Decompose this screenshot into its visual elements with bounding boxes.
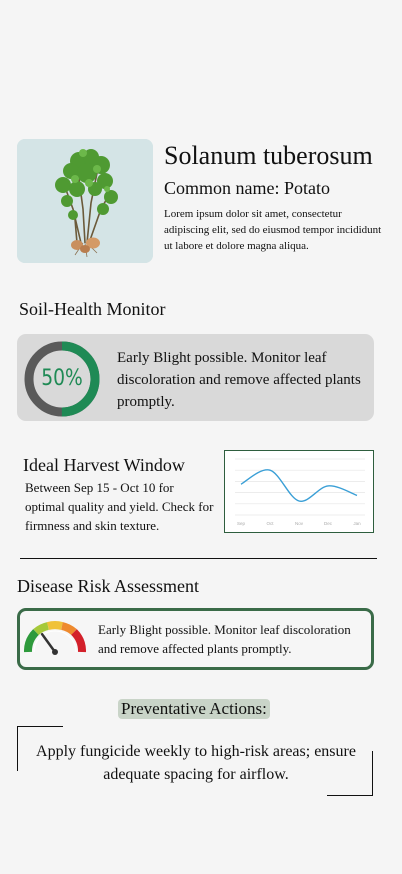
x-tick-label: Oct bbox=[266, 521, 274, 526]
preventative-actions-text: Apply fungicide weekly to high-risk area… bbox=[36, 743, 356, 783]
potato-plant-image bbox=[17, 139, 153, 263]
disease-risk-message: Early Blight possible. Monitor leaf disc… bbox=[98, 622, 351, 656]
harvest-chart-svg: Sep Oct Nov Dec Jan bbox=[235, 458, 365, 526]
bracket-bottom-right bbox=[327, 751, 373, 796]
scientific-name: Solanum tuberosum bbox=[164, 141, 373, 170]
soil-health-card: 50% Early Blight possible. Monitor leaf … bbox=[17, 334, 374, 421]
section-divider bbox=[20, 558, 377, 559]
x-tick-label: Dec bbox=[324, 521, 333, 526]
series-line bbox=[240, 469, 358, 502]
soil-health-percent: 50% bbox=[41, 366, 83, 391]
common-name: Common name: Potato bbox=[164, 178, 330, 198]
harvest-window-title: Ideal Harvest Window bbox=[23, 455, 185, 475]
plant-image bbox=[17, 139, 153, 263]
harvest-window-text: Between Sep 15 - Oct 10 for optimal qual… bbox=[25, 480, 214, 533]
disease-risk-title: Disease Risk Assessment bbox=[17, 576, 199, 596]
disease-risk-card: Early Blight possible. Monitor leaf disc… bbox=[17, 608, 374, 670]
harvest-chart: Sep Oct Nov Dec Jan bbox=[224, 450, 374, 533]
soil-health-message: Early Blight possible. Monitor leaf disc… bbox=[117, 350, 361, 410]
soil-health-title: Soil-Health Monitor bbox=[19, 299, 166, 319]
plant-description: Lorem ipsum dolor sit amet, consectetur … bbox=[164, 208, 382, 252]
risk-gauge-icon bbox=[24, 618, 86, 656]
preventative-actions-title: Preventative Actions: bbox=[118, 699, 270, 719]
x-tick-label: Sep bbox=[237, 521, 246, 526]
x-tick-label: Jan bbox=[353, 521, 361, 526]
x-tick-label: Nov bbox=[295, 521, 304, 526]
bracket-top-left bbox=[17, 726, 63, 771]
soil-health-ring: 50% bbox=[23, 340, 101, 418]
